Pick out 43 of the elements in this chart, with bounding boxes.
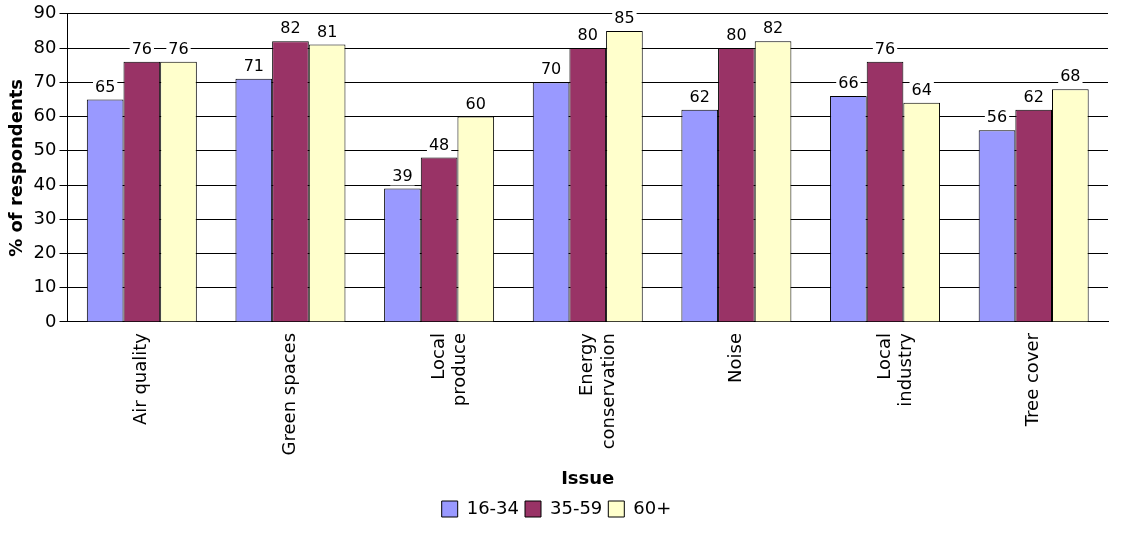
data-label: 76 bbox=[168, 38, 189, 58]
data-label: 80 bbox=[577, 25, 598, 45]
data-label: 76 bbox=[131, 38, 153, 58]
data-label: 81 bbox=[316, 21, 338, 41]
data-label: 70 bbox=[540, 59, 562, 79]
data-label: 65 bbox=[94, 76, 116, 96]
data-label: 82 bbox=[280, 18, 301, 38]
data-label: 62 bbox=[1023, 86, 1044, 106]
y-tick-label: 80 bbox=[33, 35, 57, 57]
data-label: 85 bbox=[614, 8, 635, 28]
y-tick-label: 30 bbox=[33, 206, 57, 228]
data-label: 56 bbox=[986, 107, 1008, 127]
y-tick-label: 40 bbox=[33, 172, 57, 194]
x-tick-label: Green spaces bbox=[278, 332, 300, 456]
y-tick-label: 0 bbox=[45, 309, 57, 331]
legend-label: 16-34 bbox=[466, 496, 520, 518]
legend-label: 35-59 bbox=[550, 496, 603, 518]
y-tick-label: 10 bbox=[33, 275, 57, 297]
x-tick-label: Air quality bbox=[129, 332, 151, 425]
data-label: 64 bbox=[911, 79, 932, 99]
legend-label: 60+ bbox=[633, 496, 672, 518]
y-tick-label: 50 bbox=[33, 138, 57, 160]
data-label: 66 bbox=[838, 73, 859, 93]
data-label: 62 bbox=[689, 86, 710, 106]
y-tick-label: 70 bbox=[33, 69, 57, 91]
x-tick-label: Local produce bbox=[426, 332, 470, 407]
y-axis-title: % of respondents bbox=[5, 78, 27, 257]
x-tick-label: Tree cover bbox=[1021, 332, 1043, 428]
x-tick-label: Noise bbox=[724, 332, 746, 383]
data-label: 48 bbox=[428, 134, 450, 154]
data-label: 76 bbox=[874, 38, 896, 58]
x-tick-label: Local industry bbox=[872, 332, 916, 407]
y-tick-label: 90 bbox=[33, 1, 57, 23]
data-label: 60 bbox=[465, 93, 486, 113]
x-tick-label: Energy conservation bbox=[575, 332, 619, 450]
data-label: 82 bbox=[762, 18, 784, 38]
x-axis-title: Issue bbox=[561, 466, 615, 488]
data-label: 80 bbox=[726, 25, 747, 45]
data-label: 39 bbox=[392, 165, 413, 185]
y-tick-label: 60 bbox=[33, 104, 57, 126]
y-tick-label: 20 bbox=[33, 241, 57, 263]
data-label: 71 bbox=[243, 56, 264, 76]
data-label: 68 bbox=[1060, 66, 1081, 86]
